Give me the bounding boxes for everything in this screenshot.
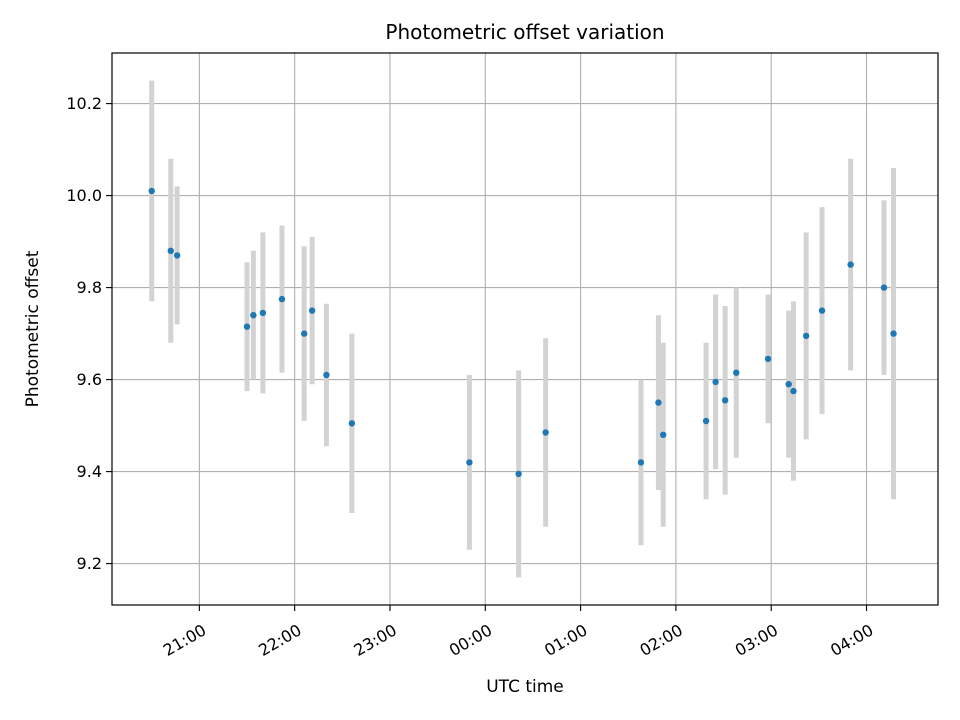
y-axis-ticks: 9.2 9.4 9.6 9.8 10.0 10.2 — [66, 94, 112, 573]
data-point — [655, 399, 662, 406]
plot-frame — [111, 52, 939, 606]
y-tick-label: 10.2 — [66, 94, 102, 113]
y-tick-label: 10.0 — [66, 186, 102, 205]
data-point — [637, 459, 645, 466]
data-point — [348, 420, 356, 427]
data-point — [890, 330, 897, 337]
data-point — [301, 330, 308, 337]
data-point — [259, 309, 267, 317]
data-point — [173, 252, 181, 259]
data-point — [702, 417, 710, 425]
data-point — [466, 459, 473, 466]
data-point — [167, 247, 174, 254]
y-tick-label: 9.6 — [77, 370, 102, 389]
y-tick-label: 9.2 — [77, 554, 102, 573]
grid — [112, 53, 938, 605]
data-point — [250, 312, 257, 319]
data-point — [802, 332, 810, 340]
data-point — [542, 429, 549, 436]
chart-title: Photometric offset variation — [385, 20, 664, 44]
x-axis-label: UTC time — [486, 677, 564, 697]
data-points — [148, 187, 897, 478]
data-point — [515, 470, 522, 478]
y-axis-label: Photometric offset — [23, 250, 43, 407]
data-point — [764, 355, 772, 363]
data-point — [847, 261, 854, 268]
data-point — [712, 378, 719, 386]
data-point — [148, 187, 155, 195]
data-point — [880, 284, 888, 291]
data-point — [785, 381, 792, 388]
y-tick-label: 9.8 — [77, 278, 102, 297]
data-point — [278, 295, 286, 303]
data-point — [308, 307, 316, 314]
data-point — [818, 307, 826, 314]
data-point — [659, 431, 667, 438]
data-point — [790, 387, 797, 395]
data-point — [243, 323, 251, 330]
y-tick-label: 9.4 — [77, 462, 102, 481]
data-point — [323, 371, 330, 379]
data-point — [721, 397, 729, 404]
data-point — [733, 369, 740, 376]
